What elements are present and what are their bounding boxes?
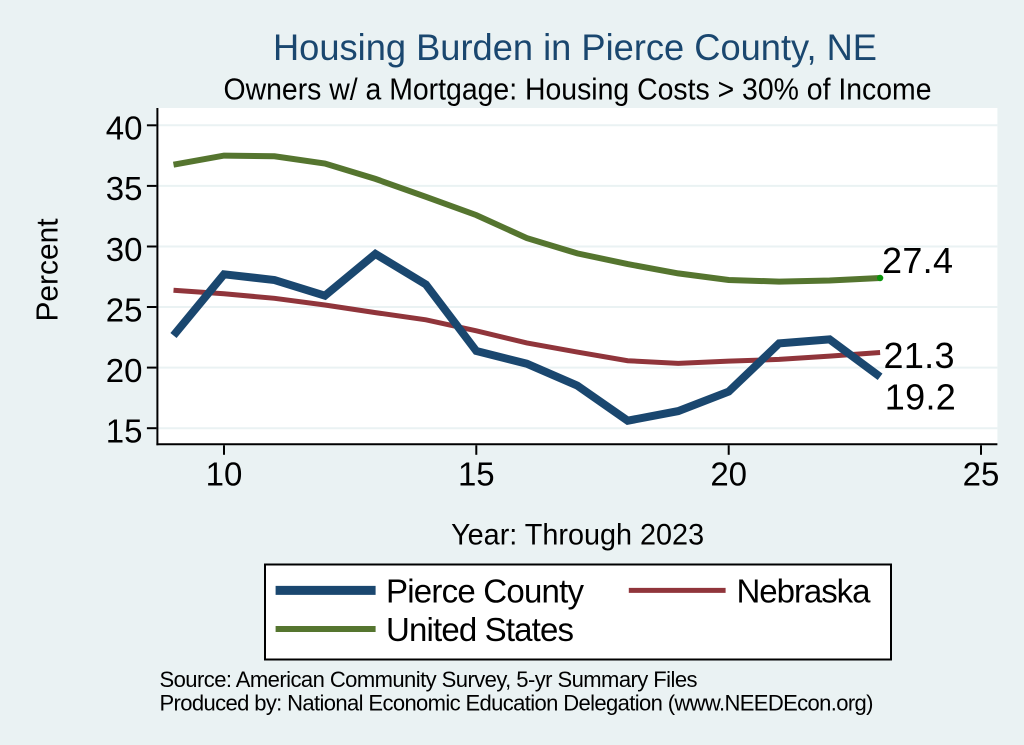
svg-text:40: 40 xyxy=(106,110,143,147)
svg-text:21.3: 21.3 xyxy=(884,335,955,376)
svg-text:Housing Burden in Pierce Count: Housing Burden in Pierce County, NE xyxy=(273,27,877,68)
svg-text:Percent: Percent xyxy=(30,218,65,321)
svg-text:30: 30 xyxy=(106,231,143,268)
svg-text:19.2: 19.2 xyxy=(885,377,956,418)
svg-text:10: 10 xyxy=(206,456,243,493)
svg-text:United States: United States xyxy=(386,611,574,648)
svg-text:Nebraska: Nebraska xyxy=(737,572,872,609)
svg-text:Year: Through 2023: Year: Through 2023 xyxy=(451,519,704,552)
svg-text:35: 35 xyxy=(106,170,143,207)
svg-text:15: 15 xyxy=(106,413,143,450)
svg-text:Owners w/ a Mortgage: Housing: Owners w/ a Mortgage: Housing Costs > 30… xyxy=(224,71,932,106)
svg-text:20: 20 xyxy=(106,352,143,389)
svg-text:Produced by: National Economic: Produced by: National Economic Education… xyxy=(160,690,874,715)
svg-text:25: 25 xyxy=(106,291,143,328)
svg-text:Pierce County: Pierce County xyxy=(386,572,585,609)
svg-text:27.4: 27.4 xyxy=(882,240,953,281)
svg-text:20: 20 xyxy=(710,456,747,493)
svg-text:25: 25 xyxy=(963,456,1000,493)
svg-text:15: 15 xyxy=(458,456,495,493)
svg-text:Source: American Community Sur: Source: American Community Survey, 5-yr … xyxy=(160,667,698,692)
